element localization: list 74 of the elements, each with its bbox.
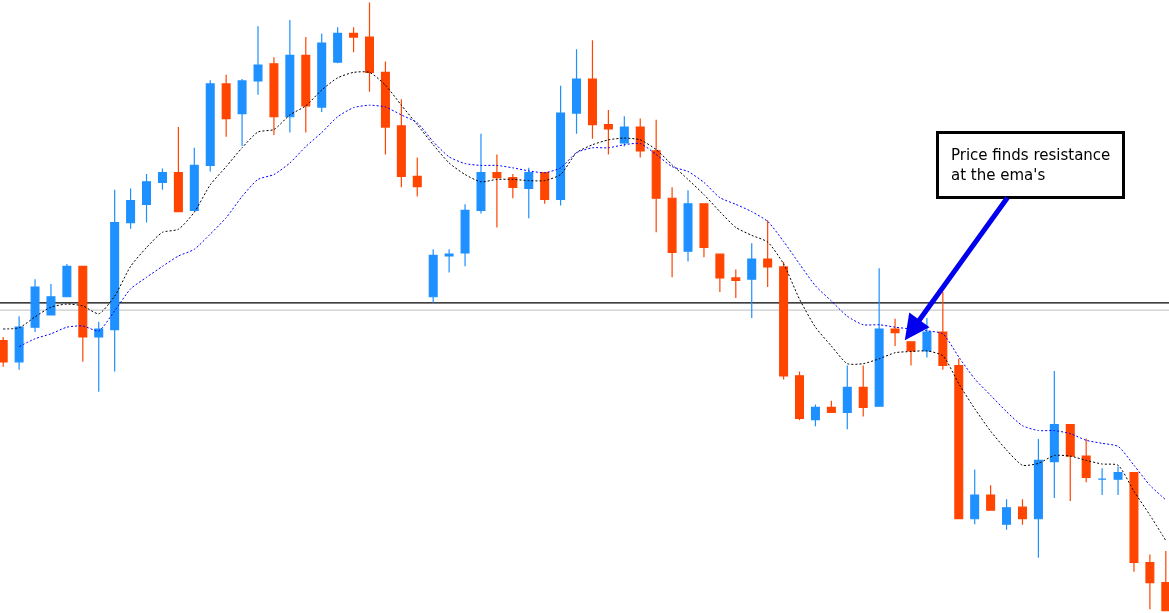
candlestick bbox=[301, 36, 311, 134]
candlestick bbox=[317, 32, 327, 113]
candlestick bbox=[1017, 498, 1027, 526]
candlestick bbox=[476, 133, 486, 215]
candlestick bbox=[78, 265, 88, 363]
candlestick bbox=[285, 19, 295, 134]
candlestick bbox=[699, 203, 709, 258]
candlestick bbox=[1002, 498, 1012, 531]
candlestick bbox=[364, 1, 374, 93]
candlestick bbox=[173, 126, 183, 213]
candlestick bbox=[1113, 465, 1123, 496]
candlestick bbox=[906, 341, 916, 367]
candlestick bbox=[587, 39, 597, 140]
candlestick bbox=[890, 318, 900, 347]
candlestick bbox=[205, 79, 215, 173]
candlestick bbox=[492, 153, 502, 229]
candlestick bbox=[524, 167, 534, 219]
candlestick bbox=[460, 203, 470, 267]
candlestick bbox=[142, 173, 152, 224]
candlestick bbox=[763, 219, 773, 288]
candlestick bbox=[1145, 554, 1155, 610]
candlestick bbox=[46, 283, 56, 316]
candlestick bbox=[779, 261, 789, 381]
candlestick bbox=[635, 117, 645, 159]
candlestick bbox=[619, 115, 629, 148]
candlestick bbox=[556, 85, 566, 207]
candlestick bbox=[986, 484, 996, 512]
candlestick bbox=[683, 189, 693, 263]
candlestick bbox=[795, 370, 805, 421]
candlestick bbox=[94, 321, 104, 393]
candlestick bbox=[1081, 437, 1091, 483]
candlestick bbox=[603, 109, 613, 156]
candlestick bbox=[731, 268, 741, 299]
candlestick bbox=[14, 315, 24, 371]
candlestick bbox=[970, 468, 980, 525]
candlestick bbox=[30, 278, 40, 333]
candlestick bbox=[62, 263, 72, 298]
candlestick bbox=[412, 156, 422, 198]
candlestick bbox=[110, 189, 120, 373]
candlestick bbox=[1097, 467, 1107, 496]
candlestick bbox=[157, 167, 167, 191]
candlestick bbox=[221, 74, 231, 138]
candlestick bbox=[1049, 370, 1059, 499]
candlestick bbox=[333, 26, 343, 64]
candlestick bbox=[938, 291, 948, 371]
candlestick bbox=[508, 173, 518, 199]
candlestick bbox=[444, 248, 454, 274]
candlestick bbox=[237, 78, 247, 147]
candlestick bbox=[858, 364, 868, 418]
candlestick bbox=[954, 358, 964, 520]
annotation: Price finds resistance at the ema's bbox=[951, 146, 1111, 184]
candlestick bbox=[269, 56, 279, 136]
candlestick bbox=[540, 172, 550, 205]
candlestick bbox=[349, 26, 359, 53]
candlestick bbox=[1033, 438, 1043, 559]
candlestick bbox=[747, 242, 757, 319]
candlestick bbox=[189, 147, 199, 212]
candlestick bbox=[428, 248, 438, 304]
candlestick bbox=[874, 267, 884, 407]
candlestick bbox=[0, 336, 8, 368]
candlestick bbox=[126, 187, 136, 230]
candlestick bbox=[396, 98, 406, 188]
candlestick bbox=[842, 364, 852, 430]
candlestick bbox=[1161, 550, 1169, 612]
candlestick bbox=[1065, 423, 1075, 502]
candlestick bbox=[826, 400, 836, 413]
candlestick bbox=[810, 403, 820, 427]
candlestick bbox=[380, 60, 390, 156]
candlestick bbox=[715, 253, 725, 293]
candlestick bbox=[1129, 471, 1139, 573]
candlestick bbox=[667, 186, 677, 278]
candlestick bbox=[651, 119, 661, 233]
candlestick bbox=[253, 25, 263, 96]
candlestick bbox=[572, 48, 582, 135]
